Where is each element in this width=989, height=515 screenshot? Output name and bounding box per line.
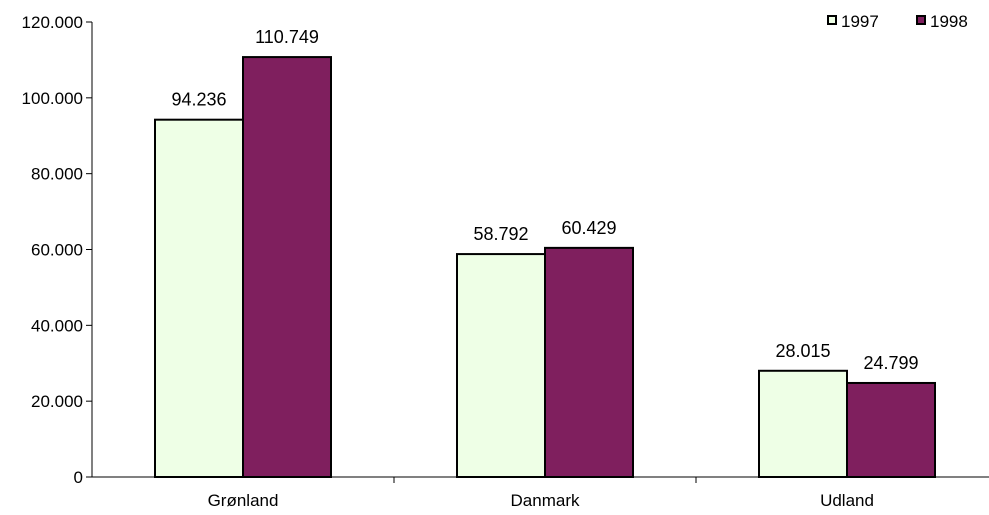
data-label: 58.792 bbox=[473, 224, 528, 244]
bar-1998 bbox=[846, 381, 936, 478]
bar-1997 bbox=[456, 253, 546, 478]
y-tick-label: 0 bbox=[74, 468, 83, 487]
data-label: 24.799 bbox=[863, 353, 918, 373]
bars bbox=[154, 56, 936, 478]
y-tick-label: 100.000 bbox=[22, 89, 83, 108]
y-tick-label: 80.000 bbox=[31, 165, 83, 184]
y-tick-label: 120.000 bbox=[22, 13, 83, 32]
data-label: 110.749 bbox=[255, 27, 319, 47]
y-tick-label: 40.000 bbox=[31, 316, 83, 335]
bar-1997 bbox=[154, 118, 244, 478]
y-tick-label: 60.000 bbox=[31, 241, 83, 260]
y-tick-label: 20.000 bbox=[31, 392, 83, 411]
bar-1998 bbox=[544, 246, 634, 478]
data-labels: 94.236 110.749 58.792 60.429 28.015 24.799 bbox=[171, 27, 918, 373]
legend-swatch-1997 bbox=[827, 15, 837, 25]
bar-1998 bbox=[242, 56, 332, 478]
x-tick-label: Udland bbox=[820, 491, 874, 510]
data-label: 28.015 bbox=[775, 341, 830, 361]
x-tick-label: Grønland bbox=[208, 491, 279, 510]
x-tick-label: Danmark bbox=[511, 491, 580, 510]
legend-label: 1997 bbox=[841, 12, 879, 31]
data-label: 60.429 bbox=[561, 218, 616, 238]
legend-label: 1998 bbox=[930, 12, 968, 31]
legend: 1997 1998 bbox=[827, 12, 968, 31]
data-label: 94.236 bbox=[171, 90, 226, 110]
legend-swatch-1998 bbox=[916, 15, 926, 25]
bar-1997 bbox=[758, 369, 848, 478]
axes: 0 20.000 40.000 60.000 80.000 100.000 120.000 G… bbox=[22, 13, 989, 510]
